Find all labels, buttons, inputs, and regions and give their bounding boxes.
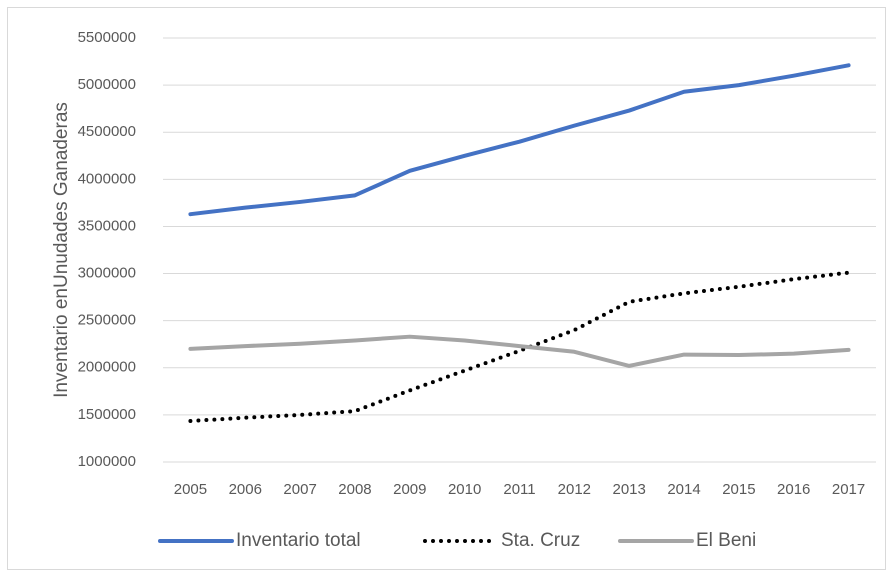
y-tick-label: 4000000	[78, 170, 136, 187]
x-tick-label: 2014	[667, 481, 700, 498]
x-tick-label: 2017	[832, 481, 865, 498]
y-tick-label: 3500000	[78, 217, 136, 234]
x-tick-label: 2006	[229, 481, 262, 498]
y-tick-label: 3000000	[78, 265, 136, 282]
y-tick-label: 5000000	[78, 76, 136, 93]
x-tick-label: 2016	[777, 481, 810, 498]
legend-label: El Beni	[696, 530, 756, 551]
series-line	[188, 63, 851, 217]
x-tick-label: 2015	[722, 481, 755, 498]
y-tick-label: 1000000	[78, 453, 136, 470]
legend-label: Sta. Cruz	[501, 530, 580, 551]
y-tick-label: 1500000	[78, 406, 136, 423]
series-line	[188, 334, 851, 368]
x-tick-label: 2009	[393, 481, 426, 498]
y-tick-label: 4500000	[78, 123, 136, 140]
x-tick-label: 2013	[613, 481, 646, 498]
x-tick-label: 2008	[338, 481, 371, 498]
x-tick-label: 2011	[503, 481, 535, 498]
x-tick-label: 2007	[283, 481, 316, 498]
y-tick-label: 2500000	[78, 312, 136, 329]
y-axis-label: Inventario enUnudades Ganaderas	[51, 102, 72, 398]
chart-border	[7, 7, 886, 570]
y-tick-label: 5500000	[78, 29, 136, 46]
y-tick-label: 2000000	[78, 359, 136, 376]
x-tick-label: 2005	[174, 481, 207, 498]
x-tick-label: 2010	[448, 481, 481, 498]
x-tick-label: 2012	[558, 481, 591, 498]
legend-label: Inventario total	[236, 530, 361, 551]
